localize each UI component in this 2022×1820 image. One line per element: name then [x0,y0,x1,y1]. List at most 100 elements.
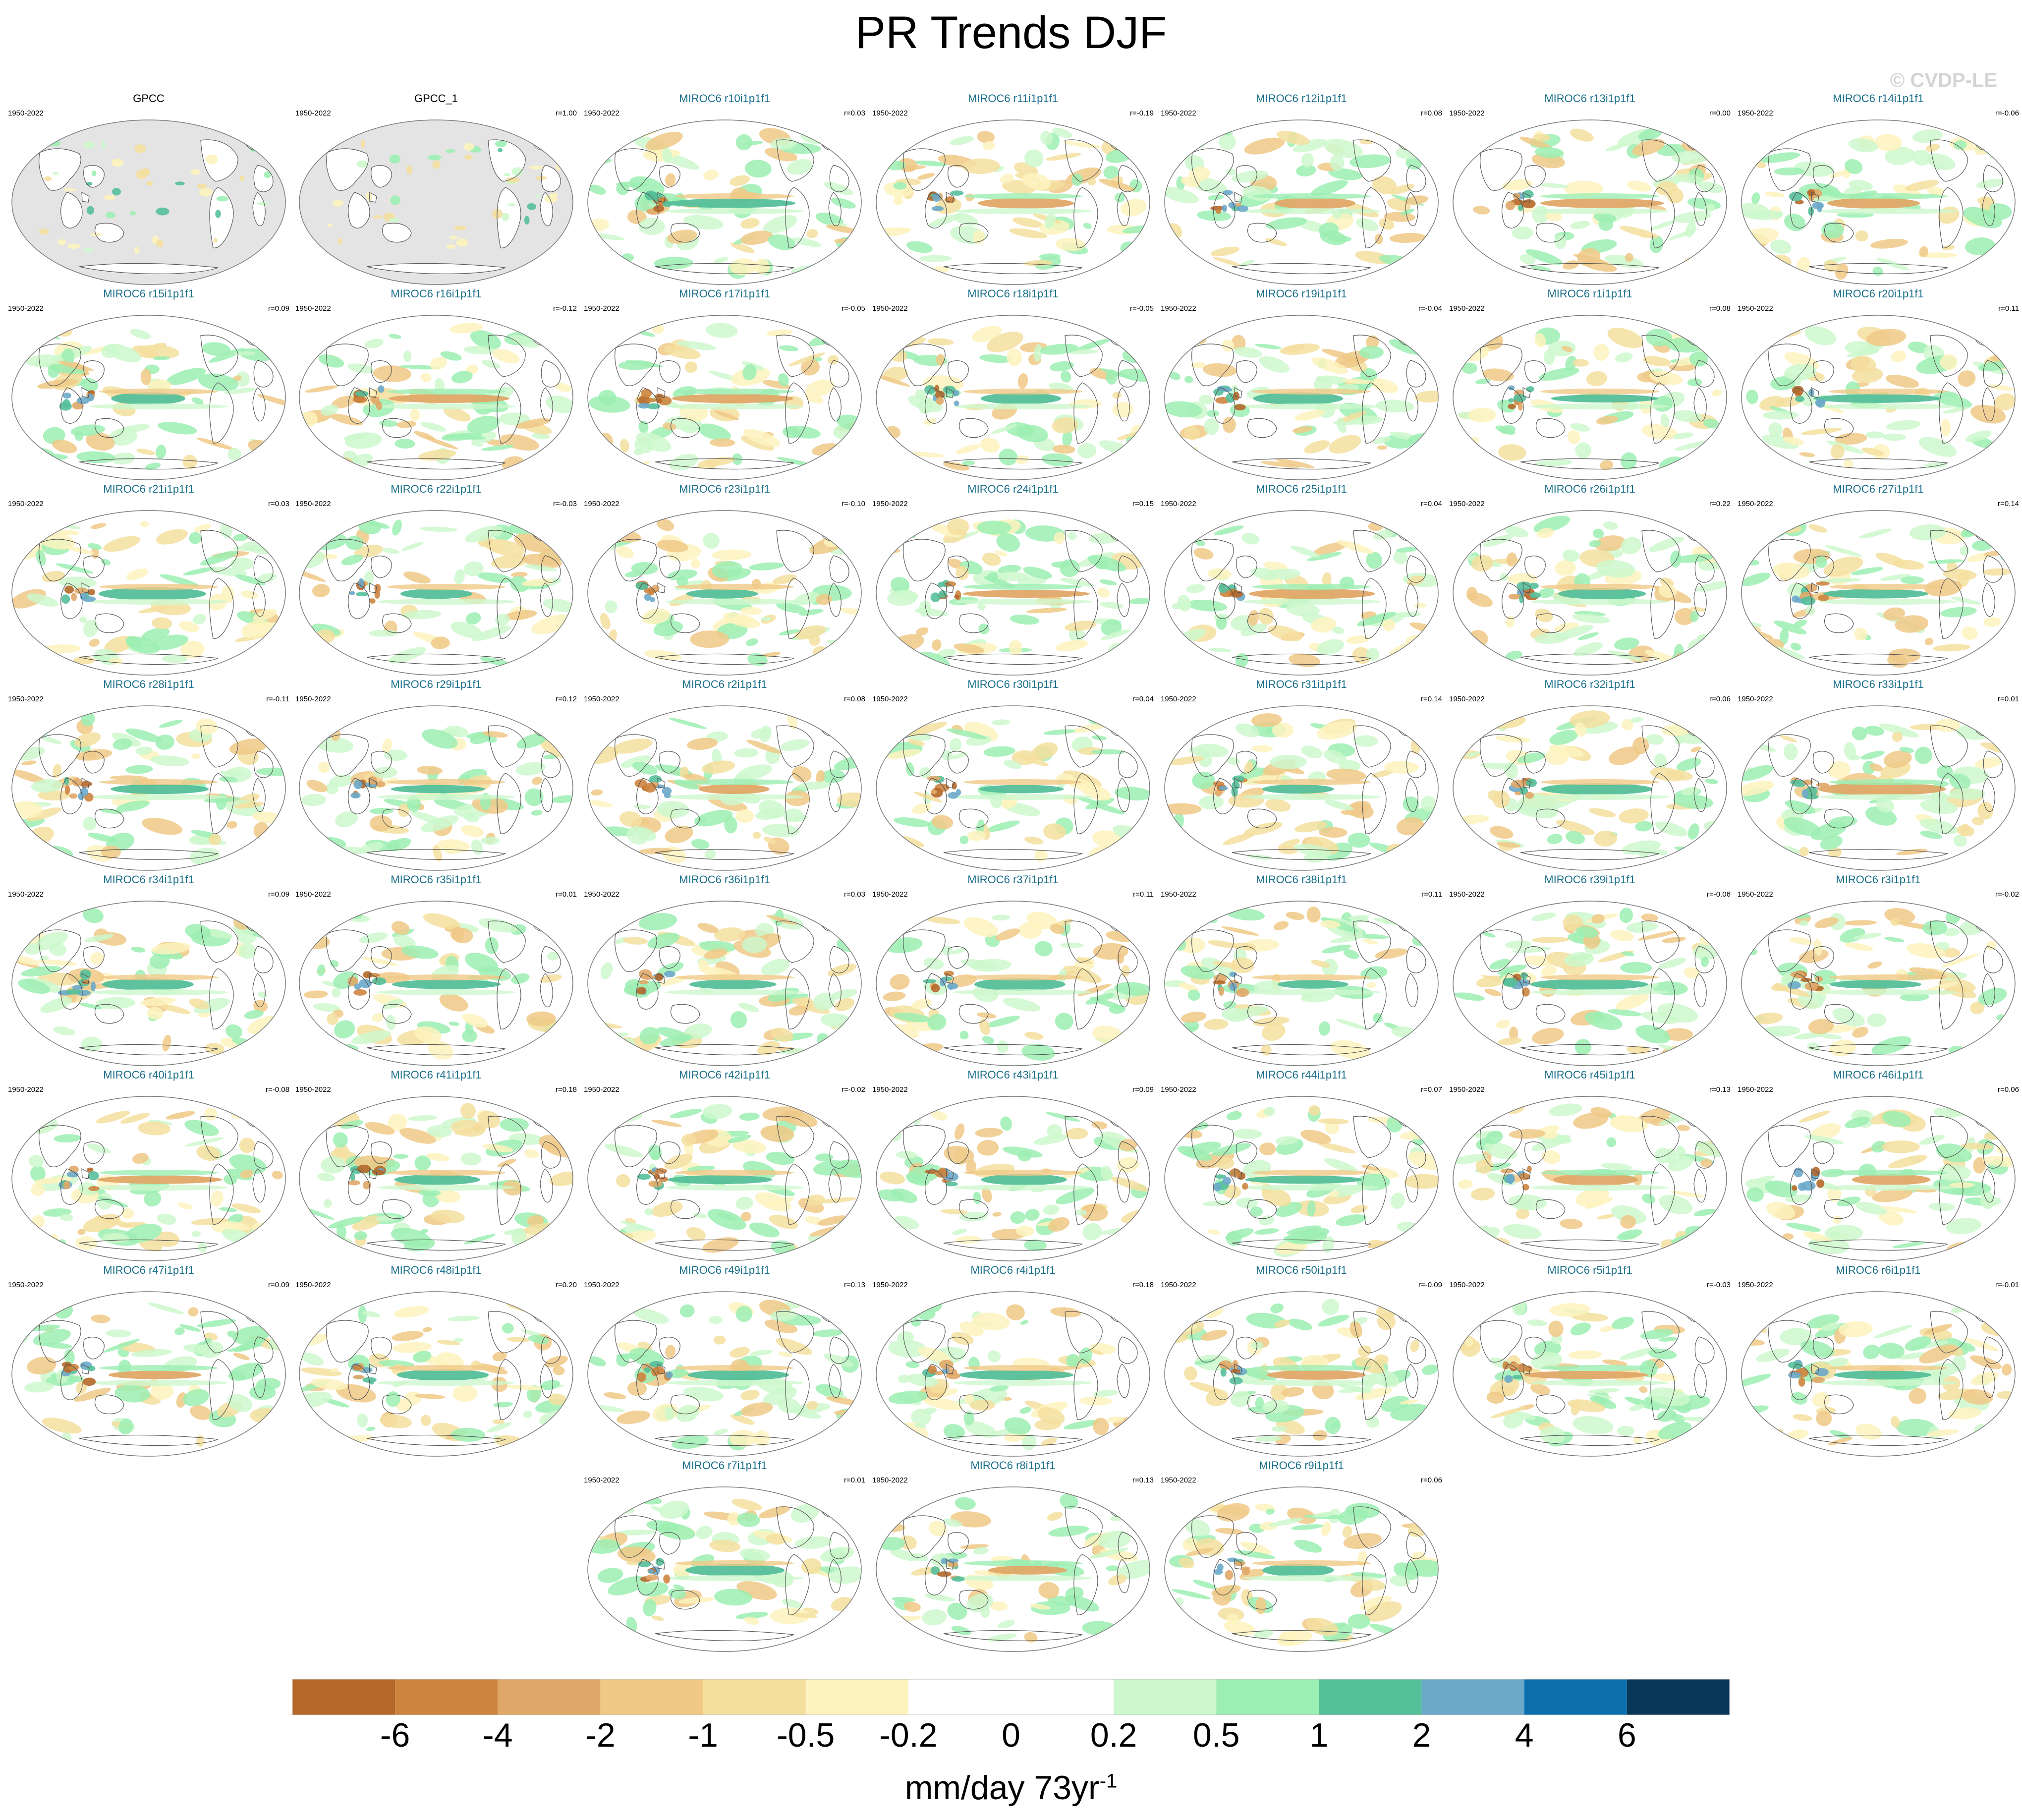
figure-title: PR Trends DJF [855,7,1167,58]
panel-correlation: r=0.03 [844,890,865,899]
panel-correlation: r=0.14 [1998,500,2019,508]
panel-map [587,510,862,676]
panel-title: MIROC6 r30i1p1f1 [967,678,1059,690]
map-border [876,119,1150,285]
panel-title: MIROC6 r23i1p1f1 [679,483,770,495]
map-border [11,315,286,480]
panel-period: 1950-2022 [1161,304,1196,313]
panel-period: 1950-2022 [872,1281,908,1289]
panel-correlation: r=-0.06 [1995,109,2019,117]
map-panel: MIROC6 r24i1p1f1 1950-2022 r=0.15 [869,483,1157,681]
map-panel: MIROC6 r40i1p1f1 1950-2022 r=-0.08 [5,1069,292,1267]
panel-map [1453,1096,1727,1261]
panel-map [11,315,286,480]
map-panel: MIROC6 r14i1p1f1 1950-2022 r=-0.06 [1735,92,2022,290]
map-panel: MIROC6 r36i1p1f1 1950-2022 r=0.03 [581,873,868,1072]
panel-title: GPCC [133,92,165,105]
map-panel: MIROC6 r47i1p1f1 1950-2022 r=0.09 [5,1264,292,1462]
colorbar-swatch [1216,1679,1319,1715]
panel-map [11,119,286,285]
panel-correlation: r=0.01 [1998,695,2019,703]
panel-title: MIROC6 r12i1p1f1 [1256,92,1347,105]
map-panel: MIROC6 r25i1p1f1 1950-2022 r=0.04 [1158,483,1445,681]
panel-period: 1950-2022 [295,500,331,508]
map-panel: MIROC6 r13i1p1f1 1950-2022 r=0.00 [1446,92,1734,290]
colorbar-tick-label: 2 [1412,1716,1431,1754]
panel-title: MIROC6 r19i1p1f1 [1256,287,1347,300]
panel-period: 1950-2022 [1449,1085,1485,1094]
panel-period: 1950-2022 [584,695,619,703]
colorbar-swatch [395,1679,498,1715]
panel-correlation: r=0.03 [268,500,289,508]
panel-map [11,1291,286,1457]
map-panel: MIROC6 r22i1p1f1 1950-2022 r=-0.03 [292,483,580,681]
panel-correlation: r=0.11 [1133,890,1154,899]
panel-map [1453,1291,1727,1457]
panel-period: 1950-2022 [584,109,619,117]
map-border [876,1096,1150,1261]
panel-map [1741,705,2016,871]
map-border [587,705,862,871]
map-border [1164,315,1439,480]
colorbar [292,1679,1730,1715]
map-panel: MIROC6 r20i1p1f1 1950-2022 r=0.11 [1735,287,2022,486]
map-border [1164,119,1439,285]
panel-map [1453,901,1727,1066]
map-panel: MIROC6 r38i1p1f1 1950-2022 r=0.11 [1158,873,1445,1072]
panel-map [1164,1486,1439,1652]
panel-correlation: r=-0.05 [1130,304,1154,313]
panel-period: 1950-2022 [1449,304,1485,313]
panel-map [11,901,286,1066]
colorbar-swatch [1524,1679,1627,1715]
panel-map [1453,705,1727,871]
panel-correlation: r=0.14 [1421,695,1442,703]
panel-title: MIROC6 r10i1p1f1 [679,92,770,105]
map-border [1164,705,1439,871]
map-border [299,901,573,1066]
map-panel: MIROC6 r49i1p1f1 1950-2022 r=0.13 [581,1264,868,1462]
panel-period: 1950-2022 [8,695,44,703]
panel-title: MIROC6 r27i1p1f1 [1833,483,1924,495]
map-panel: MIROC6 r42i1p1f1 1950-2022 r=-0.02 [581,1069,868,1267]
panel-map [876,510,1150,676]
panel-period: 1950-2022 [1161,500,1196,508]
map-border [1741,315,2016,480]
panel-title: MIROC6 r29i1p1f1 [391,678,482,690]
panel-map [1741,1291,2016,1457]
map-panel: MIROC6 r48i1p1f1 1950-2022 r=0.20 [292,1264,580,1462]
panel-correlation: r=0.06 [1709,695,1731,703]
panel-period: 1950-2022 [1738,1281,1773,1289]
panel-map [1164,901,1439,1066]
panel-map [1164,510,1439,676]
map-border [1741,510,2016,676]
panel-title: MIROC6 r31i1p1f1 [1256,678,1347,690]
panel-title: MIROC6 r26i1p1f1 [1544,483,1635,495]
panel-title: MIROC6 r47i1p1f1 [103,1264,194,1276]
panel-correlation: r=-0.06 [1707,890,1731,899]
map-border [587,119,862,285]
map-panel: MIROC6 r18i1p1f1 1950-2022 r=-0.05 [869,287,1157,486]
panel-correlation: r=0.08 [1421,109,1442,117]
map-panel: MIROC6 r45i1p1f1 1950-2022 r=0.13 [1446,1069,1734,1267]
panel-title: MIROC6 r21i1p1f1 [103,483,194,495]
map-border [1453,1096,1727,1261]
panel-map [587,1096,862,1261]
map-panel: MIROC6 r43i1p1f1 1950-2022 r=0.09 [869,1069,1157,1267]
panel-map [1453,315,1727,480]
panel-period: 1950-2022 [584,1476,619,1484]
map-border [876,1291,1150,1457]
panel-correlation: r=0.06 [1421,1476,1442,1484]
colorbar-tick-label: -2 [585,1716,616,1754]
panel-correlation: r=-0.19 [1130,109,1154,117]
panel-correlation: r=0.01 [556,890,577,899]
colorbar-tick-label: 1 [1309,1716,1329,1754]
panel-correlation: r=0.04 [1421,500,1442,508]
panel-period: 1950-2022 [872,109,908,117]
map-border [1453,315,1727,480]
map-border [1741,1291,2016,1457]
map-panel: MIROC6 r30i1p1f1 1950-2022 r=0.04 [869,678,1157,876]
map-border [1164,510,1439,676]
map-border [876,1486,1150,1652]
panel-period: 1950-2022 [1738,1085,1773,1094]
panel-title: MIROC6 r25i1p1f1 [1256,483,1347,495]
